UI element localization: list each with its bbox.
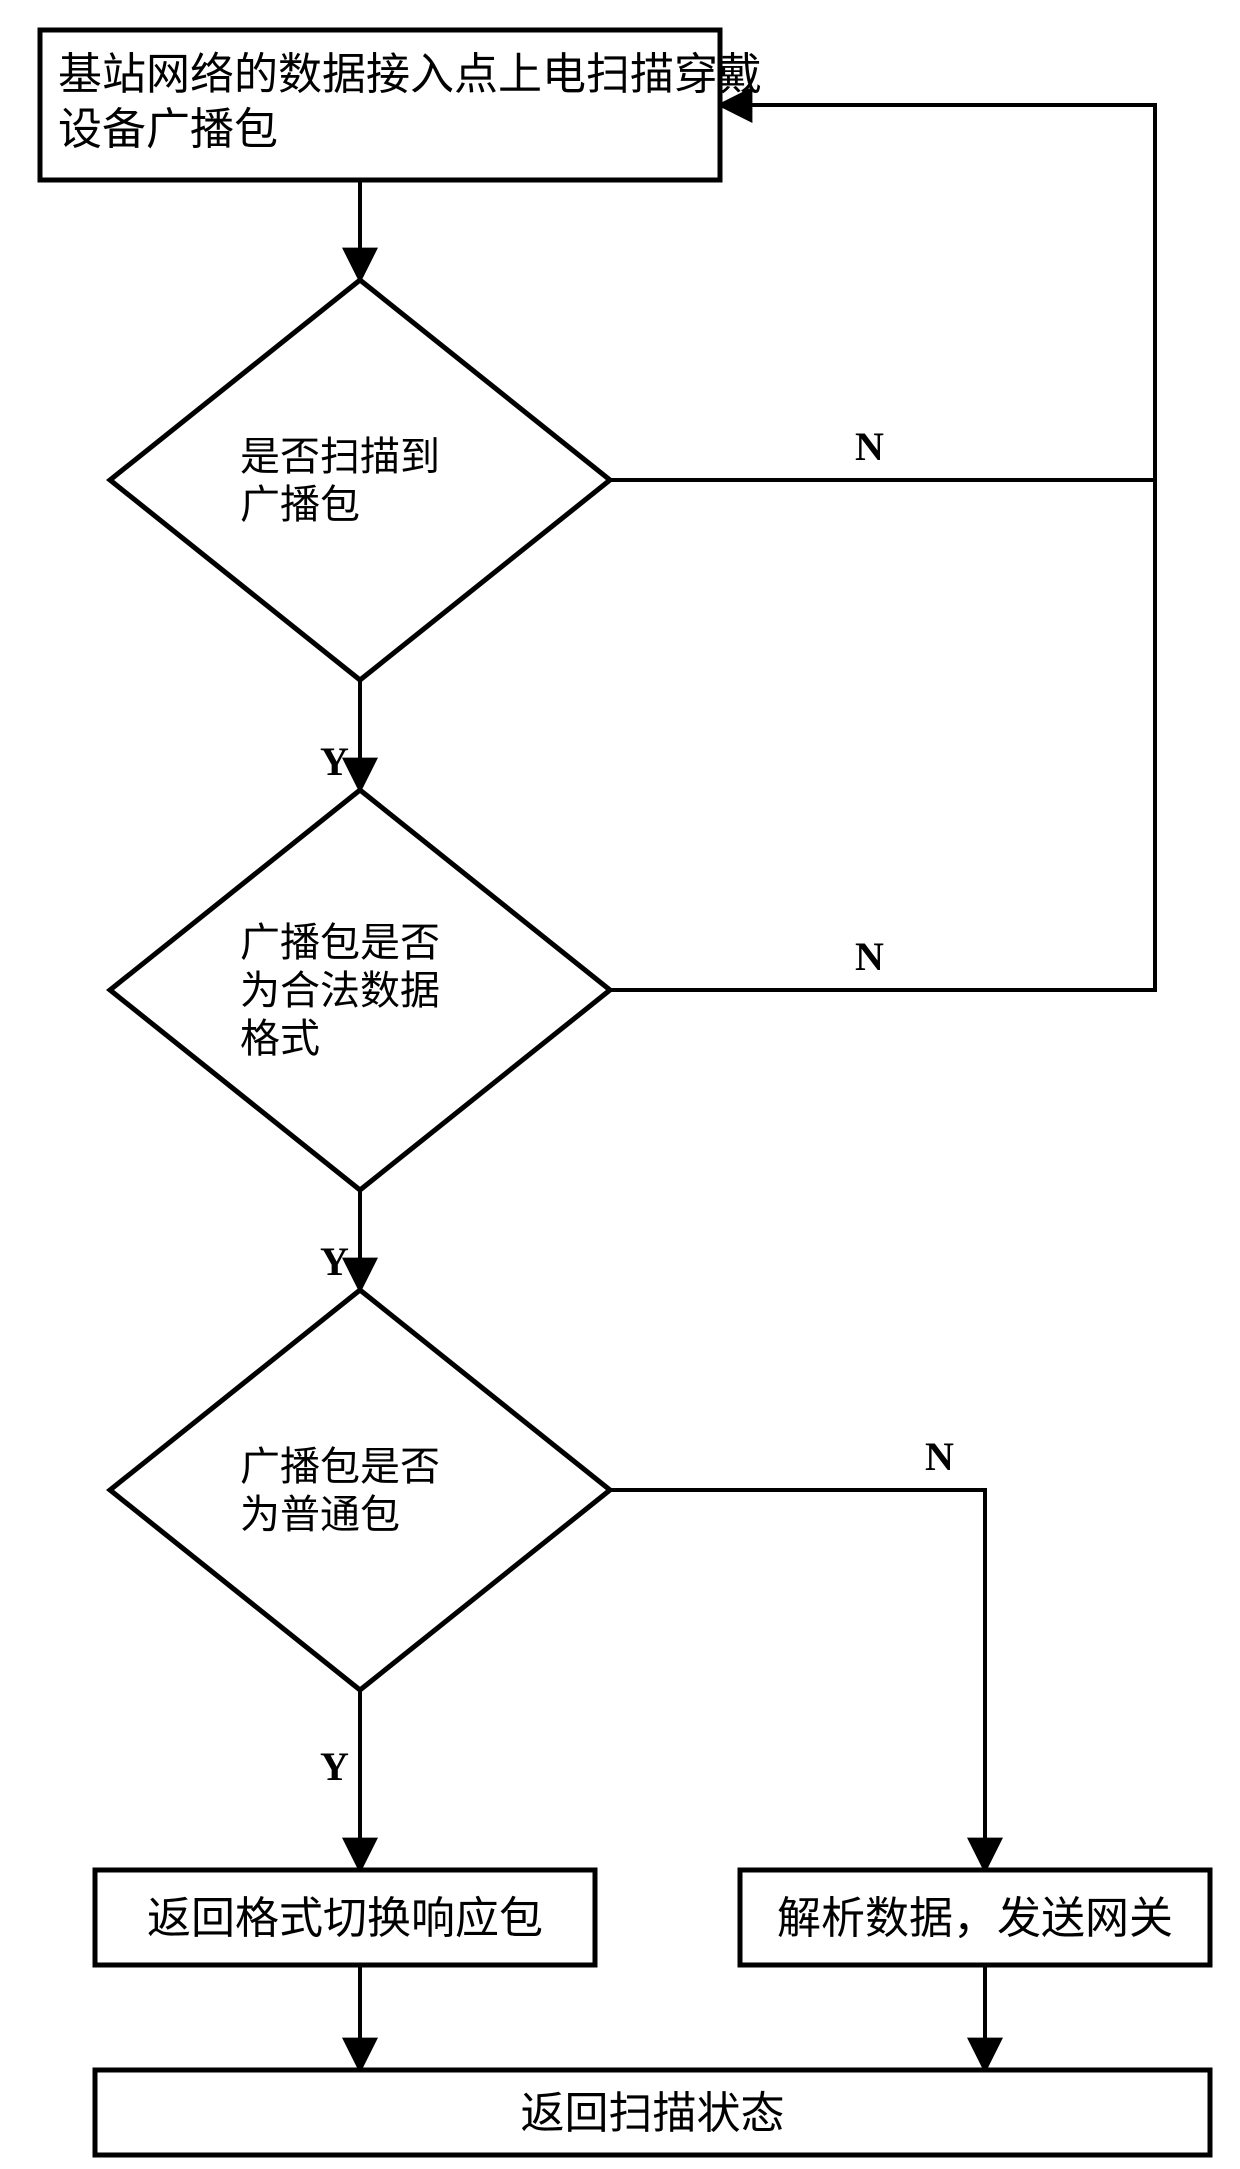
- process-text: 解析数据，发送网关: [777, 1894, 1173, 1943]
- process-text: 返回格式切换响应包: [147, 1894, 543, 1943]
- edge-label: Y: [320, 1239, 349, 1284]
- decision-text: 是否扫描到: [240, 434, 440, 479]
- edge: [610, 1490, 985, 1870]
- process-text: 返回扫描状态: [521, 2089, 785, 2138]
- edge-label: N: [925, 1434, 954, 1479]
- decision-text: 广播包: [240, 482, 360, 527]
- edge-label: N: [855, 424, 884, 469]
- process-text: 设备广播包: [58, 105, 278, 154]
- edge-label: N: [855, 934, 884, 979]
- decision-text: 广播包是否: [240, 920, 440, 965]
- decision-text: 广播包是否: [240, 1444, 440, 1489]
- decision-d1: [110, 280, 610, 680]
- decision-text: 为合法数据: [240, 968, 440, 1013]
- decision-d3: [110, 1290, 610, 1690]
- process-text: 基站网络的数据接入点上电扫描穿戴: [58, 50, 762, 99]
- edge-label: Y: [320, 739, 349, 784]
- decision-text: 格式: [240, 1016, 320, 1061]
- edge-label: Y: [320, 1744, 349, 1789]
- decision-text: 为普通包: [240, 1492, 400, 1537]
- edge: [610, 105, 1155, 990]
